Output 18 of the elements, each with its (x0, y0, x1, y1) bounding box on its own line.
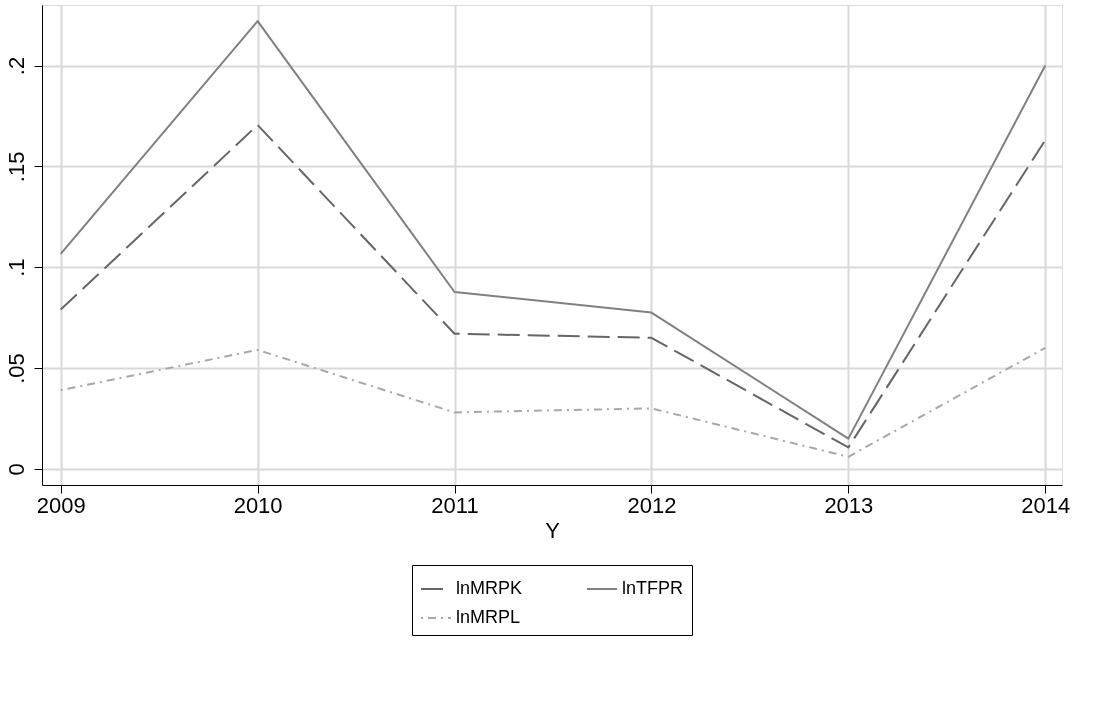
line-series (59, 346, 1047, 458)
legend-label: lnTFPR (622, 578, 684, 598)
y-tick-label: .1 (3, 258, 29, 277)
x-tick-label: 2009 (36, 492, 86, 518)
x-tick-label: 2010 (233, 492, 283, 518)
legend-label: lnMRPK (456, 578, 523, 598)
x-tick-label: 2014 (1021, 492, 1071, 518)
x-tick-label: 2013 (824, 492, 874, 518)
x-axis-title: Y (545, 517, 561, 543)
x-tick-label: 2011 (431, 492, 479, 518)
line-series (59, 20, 1047, 440)
y-tick-label: .05 (3, 353, 29, 384)
y-tick-label: .2 (3, 56, 29, 76)
line-series (59, 124, 1047, 449)
y-tick-label: 0 (3, 463, 29, 476)
y-tick-label: .15 (3, 151, 29, 183)
legend-label: lnMRPL (456, 607, 521, 627)
x-tick-label: 2012 (627, 492, 677, 518)
